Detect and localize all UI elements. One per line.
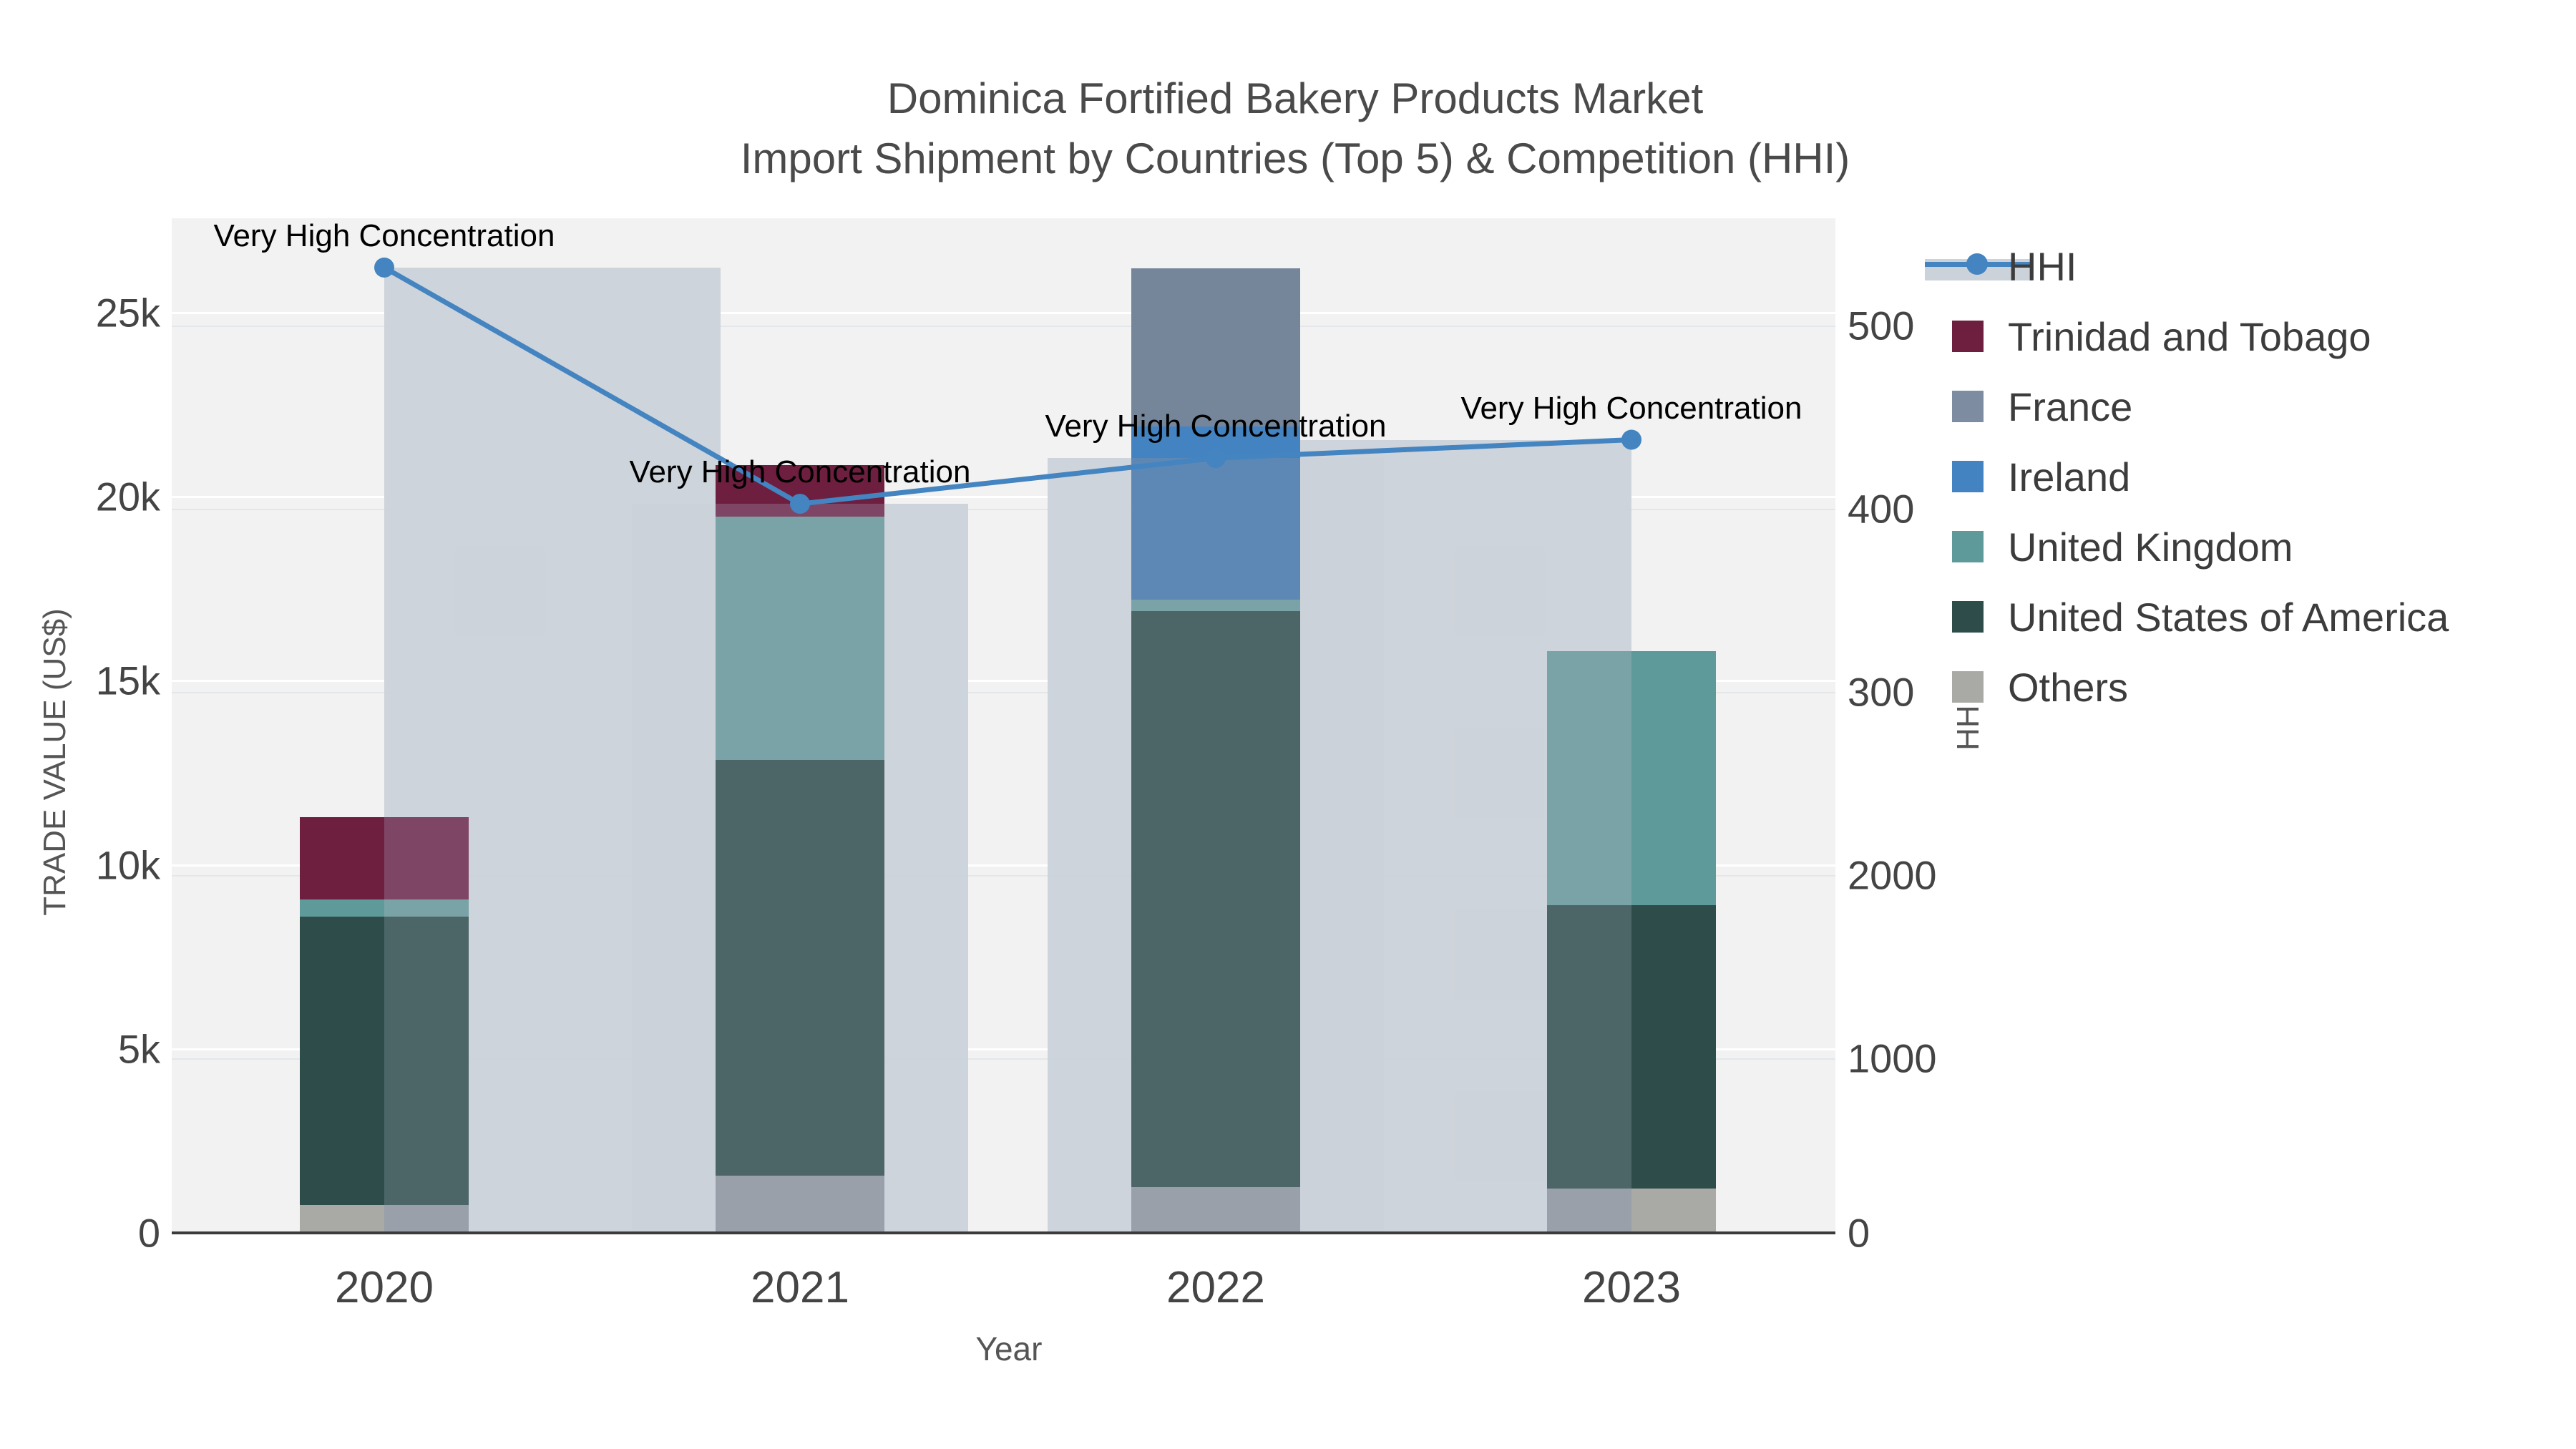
gridline-left-15k [172,680,1835,683]
legend-label: France [2008,384,2133,429]
legend-label: Others [2008,664,2129,710]
hhi-marker-2020[interactable] [374,257,394,278]
annotation-2022: Very High Concentration [1045,409,1387,444]
bar-segment-washed-part [384,916,469,1206]
legend-label: HHI [2008,243,2077,289]
legend-item-hhi[interactable]: HHI [1925,243,2569,289]
bar-segment-united-states-of-america-2023[interactable] [1547,905,1716,1189]
y-right-tick-400: 400 [1848,486,1915,532]
legend-swatch-icon [1952,531,1984,562]
bar-segment-washed-part [1131,1186,1300,1233]
hhi-line [383,265,1632,507]
bar-segment-washed-part [384,816,469,900]
bar-segment-united-states-of-america-2020[interactable] [300,916,469,1206]
bar-segment-washed-part [384,899,469,917]
y-left-tick-0: 0 [137,1210,160,1256]
bar-segment-washed-part [716,1176,884,1233]
y-right-tick-2000: 2000 [1848,852,1937,898]
bar-segment-united-states-of-america-2022[interactable] [1131,610,1300,1187]
bar-segment-united-kingdom-2020[interactable] [300,899,469,917]
bar-segment-united-states-of-america-2021[interactable] [716,759,884,1176]
hhi-marker-2021[interactable] [790,494,810,514]
bar-segment-united-kingdom-2022[interactable] [1131,600,1300,611]
legend-item-united-states-of-america[interactable]: United States of America [1925,594,2569,640]
y-right-tick-0: 0 [1848,1210,1870,1256]
bar-segment-united-kingdom-2021[interactable] [716,517,884,760]
y-left-tick-5k: 5k [117,1026,160,1072]
legend-swatch-icon [1952,391,1984,422]
legend-item-france[interactable]: France [1925,384,2569,429]
hhi-line-layer [374,257,1641,514]
legend-label: United States of America [2008,594,2449,640]
gridline-right-500 [172,326,1835,327]
bar-segment-others-2023[interactable] [1547,1189,1716,1233]
legend-label: Trinidad and Tobago [2008,313,2371,359]
bar-segment-united-kingdom-2023[interactable] [1547,651,1716,906]
x-axis-title: Year [975,1330,1043,1367]
x-axis-line [172,1231,1835,1234]
legend-swatch-icon [1952,601,1984,633]
legend-item-others[interactable]: Others [1925,664,2569,710]
x-tick-2021: 2021 [751,1263,849,1312]
bar-segment-washed-part [1547,651,1631,906]
plot-area: Very High Concentration Very High Concent… [172,218,1835,1234]
legend-swatch-icon [1952,461,1984,492]
y-left-tick-25k: 25k [95,290,160,336]
chart-title-line1: Dominica Fortified Bakery Products Marke… [887,74,1704,122]
bar-segment-washed-part [1131,600,1300,611]
x-tick-2023: 2023 [1582,1263,1681,1312]
bar-segment-washed-part [1547,1189,1631,1233]
legend-item-ireland[interactable]: Ireland [1925,454,2569,499]
annotation-2023: Very High Concentration [1460,390,1802,426]
annotation-2021: Very High Concentration [629,454,971,490]
bar-segment-trinidad-and-tobago-2020[interactable] [300,816,469,900]
bar-segment-washed-part [1131,610,1300,1187]
bar-segment-washed-part [716,759,884,1176]
hhi-legend-swatch [1925,250,2032,282]
bar-segment-others-2021[interactable] [716,1176,884,1233]
y-right-tick-300: 300 [1848,669,1915,715]
bar-segment-washed-part [384,1205,469,1233]
hhi-marker-2022[interactable] [1206,448,1226,469]
gridline-right-300 [172,692,1835,693]
chart-title: Dominica Fortified Bakery Products Marke… [0,69,2576,189]
gridline-right-1000 [172,1058,1835,1060]
bar-segment-washed-part [1131,458,1300,600]
x-tick-2022: 2022 [1166,1263,1265,1312]
legend-label: Ireland [2008,454,2131,499]
gridline-right-2000 [172,875,1835,877]
y-left-tick-20k: 20k [95,474,160,519]
legend-swatch-icon [1952,321,1984,352]
bar-segment-others-2020[interactable] [300,1205,469,1233]
hhi-marker-2023[interactable] [1621,429,1641,450]
gridline-right-400 [172,509,1835,510]
bar-segment-washed-part [1547,905,1631,1189]
legend-item-united-kingdom[interactable]: United Kingdom [1925,524,2569,570]
hhi-legend-marker-icon [1966,253,1988,275]
y-axis-left-title: TRADE VALUE (US$) [37,608,72,916]
bar-segment-others-2022[interactable] [1131,1186,1300,1233]
legend-label: United Kingdom [2008,524,2293,570]
y-left-tick-15k: 15k [95,658,160,703]
bar-segment-france-2022[interactable] [1131,268,1300,427]
gridline-left-10k [172,864,1835,867]
gridline-left-5k [172,1048,1835,1050]
x-tick-2020: 2020 [335,1263,434,1312]
legend-item-trinidad-and-tobago[interactable]: Trinidad and Tobago [1925,313,2569,359]
annotation-2020: Very High Concentration [213,218,555,253]
chart-title-line2: Import Shipment by Countries (Top 5) & C… [740,135,1850,182]
gridline-left-20k [172,496,1835,499]
y-right-tick-500: 500 [1848,303,1915,348]
y-left-tick-10k: 10k [95,842,160,888]
legend-swatch-icon [1952,671,1984,703]
y-right-tick-1000: 1000 [1848,1035,1937,1081]
bar-segment-washed-part [716,517,884,760]
gridline-left-25k [172,312,1835,314]
